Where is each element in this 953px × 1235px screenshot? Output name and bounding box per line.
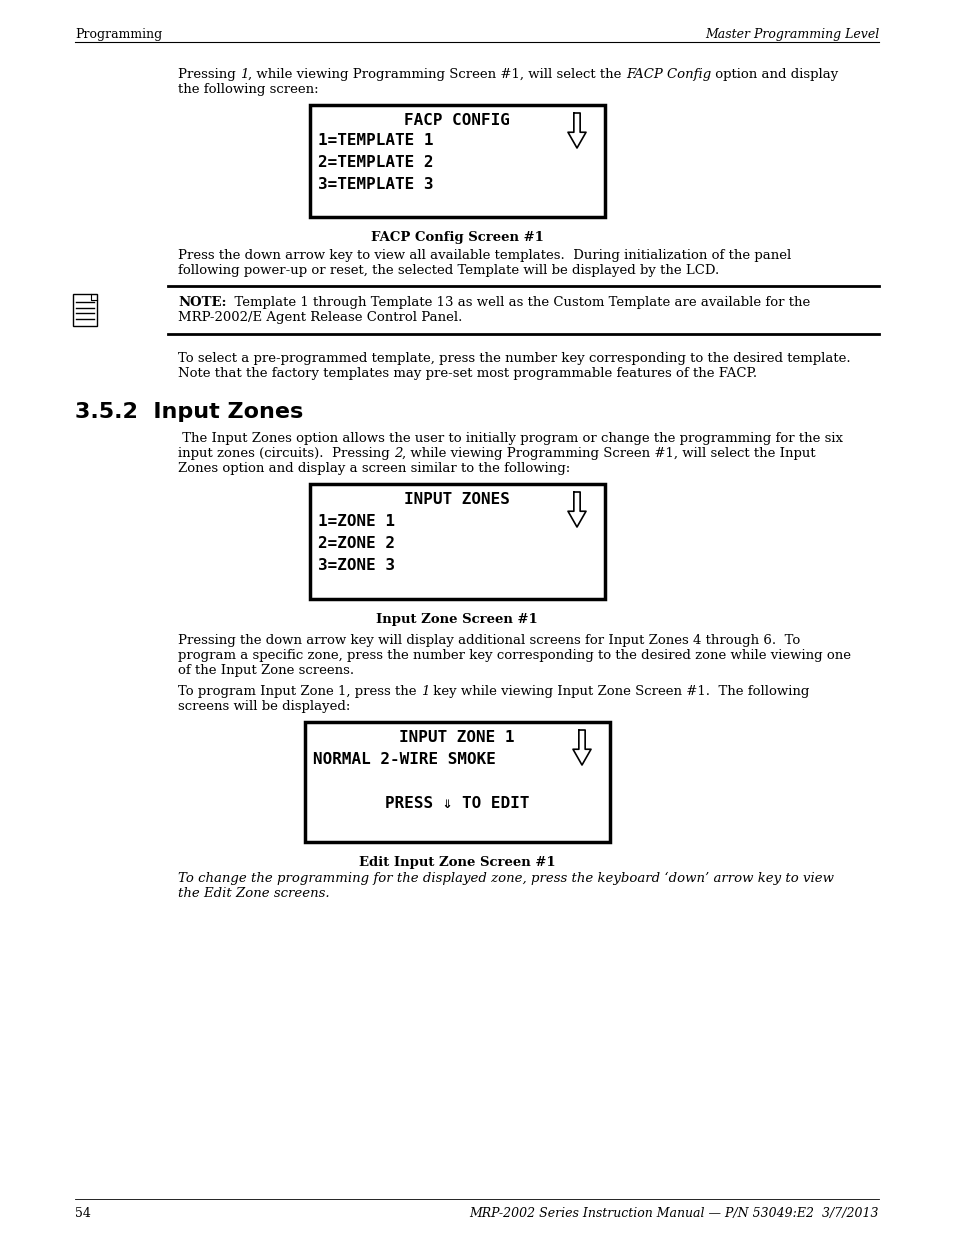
Text: 1=TEMPLATE 1: 1=TEMPLATE 1 [317,133,433,148]
Text: FACP Config: FACP Config [625,68,711,82]
Text: , while viewing Programming Screen #1, will select the Input: , while viewing Programming Screen #1, w… [402,447,815,459]
Text: 1: 1 [240,68,248,82]
FancyBboxPatch shape [73,294,97,326]
Text: Pressing the down arrow key will display additional screens for Input Zones 4 th: Pressing the down arrow key will display… [178,634,800,647]
Text: , while viewing Programming Screen #1, will select the: , while viewing Programming Screen #1, w… [248,68,625,82]
Text: 3.5.2  Input Zones: 3.5.2 Input Zones [75,403,303,422]
Text: Press the down arrow key to view all available templates.  During initialization: Press the down arrow key to view all ava… [178,249,790,262]
Text: INPUT ZONES: INPUT ZONES [404,492,510,508]
FancyBboxPatch shape [310,105,604,217]
Text: the Edit Zone screens.: the Edit Zone screens. [178,887,330,900]
Text: FACP Config Screen #1: FACP Config Screen #1 [370,231,543,245]
Text: input zones (circuits).  Pressing: input zones (circuits). Pressing [178,447,394,459]
Text: Master Programming Level: Master Programming Level [704,28,878,41]
Text: key while viewing Input Zone Screen #1.  The following: key while viewing Input Zone Screen #1. … [429,685,809,698]
Text: Edit Input Zone Screen #1: Edit Input Zone Screen #1 [358,856,555,869]
Text: NOTE:: NOTE: [178,296,226,309]
Text: of the Input Zone screens.: of the Input Zone screens. [178,664,354,677]
Text: To change the programming for the displayed zone, press the keyboard ‘down’ arro: To change the programming for the displa… [178,872,833,885]
Text: Input Zone Screen #1: Input Zone Screen #1 [375,613,537,626]
Text: Pressing: Pressing [178,68,240,82]
FancyBboxPatch shape [310,484,604,599]
Text: 2=TEMPLATE 2: 2=TEMPLATE 2 [317,156,433,170]
Text: option and display: option and display [711,68,838,82]
Text: Template 1 through Template 13 as well as the Custom Template are available for : Template 1 through Template 13 as well a… [226,296,810,309]
Text: 1: 1 [420,685,429,698]
Text: To select a pre-programmed template, press the number key corresponding to the d: To select a pre-programmed template, pre… [178,352,850,366]
Text: 1=ZONE 1: 1=ZONE 1 [317,514,395,529]
Text: Note that the factory templates may pre-set most programmable features of the FA: Note that the factory templates may pre-… [178,367,757,380]
Text: MRP-2002 Series Instruction Manual — P/N 53049:E2  3/7/2013: MRP-2002 Series Instruction Manual — P/N… [469,1207,878,1220]
Text: screens will be displayed:: screens will be displayed: [178,700,350,713]
Text: Zones option and display a screen similar to the following:: Zones option and display a screen simila… [178,462,570,475]
Text: The Input Zones option allows the user to initially program or change the progra: The Input Zones option allows the user t… [178,432,842,445]
Text: Programming: Programming [75,28,162,41]
Text: 3=ZONE 3: 3=ZONE 3 [317,558,395,573]
Text: 54: 54 [75,1207,91,1220]
Text: following power-up or reset, the selected Template will be displayed by the LCD.: following power-up or reset, the selecte… [178,264,719,277]
Text: FACP CONFIG: FACP CONFIG [404,112,510,128]
Text: 3=TEMPLATE 3: 3=TEMPLATE 3 [317,177,433,191]
Text: program a specific zone, press the number key corresponding to the desired zone : program a specific zone, press the numbe… [178,650,850,662]
Text: NORMAL 2-WIRE SMOKE: NORMAL 2-WIRE SMOKE [313,752,496,767]
Text: the following screen:: the following screen: [178,83,318,96]
Text: INPUT ZONE 1: INPUT ZONE 1 [399,730,515,745]
FancyBboxPatch shape [305,722,609,842]
Text: PRESS ⇓ TO EDIT: PRESS ⇓ TO EDIT [384,797,529,811]
Text: 2=ZONE 2: 2=ZONE 2 [317,536,395,551]
Text: MRP-2002/E Agent Release Control Panel.: MRP-2002/E Agent Release Control Panel. [178,311,462,324]
Text: 2: 2 [394,447,402,459]
Text: To program Input Zone 1, press the: To program Input Zone 1, press the [178,685,420,698]
